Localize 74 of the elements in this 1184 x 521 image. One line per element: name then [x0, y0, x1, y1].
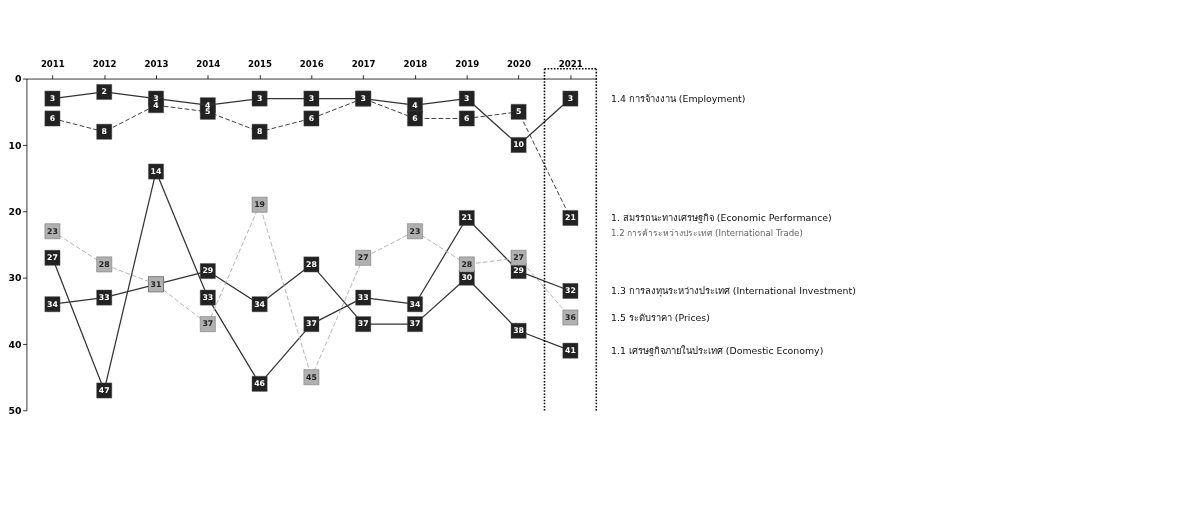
- data-label: 3: [567, 93, 574, 103]
- data-label: 19: [254, 200, 266, 210]
- y-tick-label: 50: [8, 404, 22, 416]
- data-label: 23: [409, 226, 421, 236]
- data-label: 29: [513, 266, 525, 276]
- data-label: 37: [409, 319, 421, 329]
- data-label: 3: [360, 93, 366, 103]
- data-label: 47: [98, 385, 110, 395]
- data-label: 37: [357, 319, 369, 329]
- data-label: 3: [256, 93, 263, 103]
- y-tick-label: 40: [8, 338, 22, 350]
- data-label: 36: [564, 312, 576, 322]
- text: 1.1 เศรษฐกิจภายในประเทศ (Domestic Economy): [610, 344, 824, 357]
- data-label: 23: [47, 226, 58, 236]
- data-label: 3: [308, 93, 315, 103]
- data-label: 5: [515, 107, 522, 117]
- data-label: 4: [412, 100, 419, 110]
- data-label: 14: [150, 166, 163, 176]
- data-label: 28: [98, 259, 110, 269]
- x-tick-label: 2012: [92, 59, 117, 70]
- data-label: 10: [513, 140, 525, 150]
- y-tick-label: 20: [8, 205, 22, 217]
- x-tick-label: 2017: [351, 59, 376, 70]
- text: 1.3 การลงทุนระหว่างประเทศ (International Investment): [610, 285, 856, 298]
- x-tick-label: 2020: [507, 59, 531, 70]
- data-label: 6: [49, 113, 56, 123]
- data-label: 32: [564, 286, 576, 296]
- x-tick-label: 2019: [455, 59, 480, 70]
- data-label: 33: [202, 292, 214, 302]
- data-label: 3: [49, 93, 56, 103]
- data-label: 34: [47, 299, 59, 309]
- data-label: 27: [47, 253, 58, 263]
- data-label: 6: [412, 113, 418, 123]
- data-label: 6: [308, 113, 315, 123]
- data-label: 6: [464, 113, 470, 123]
- data-label: 34: [409, 299, 421, 309]
- y-tick-label: 30: [8, 272, 22, 284]
- y-tick-label: 10: [8, 139, 22, 151]
- data-label: 37: [305, 319, 317, 329]
- data-label: 46: [254, 379, 266, 389]
- data-label: 33: [357, 292, 369, 302]
- text: 1.4 การจ้างงาน (Employment): [610, 92, 746, 104]
- x-tick-label: 2015: [248, 59, 272, 70]
- data-label: 8: [256, 127, 263, 137]
- data-label: 33: [98, 292, 110, 302]
- x-tick-label: 2013: [144, 59, 169, 70]
- text: 1. สมรรถนะทางเศรษฐกิจ (Economic Performance): [610, 212, 832, 225]
- data-label: 30: [461, 273, 473, 283]
- x-tick-label: 2021: [558, 59, 583, 70]
- data-label: 2: [101, 87, 107, 97]
- text: 1.2 การค้าระหว่างประเทศ (International Trade): [610, 227, 803, 238]
- x-tick-label: 2018: [403, 59, 428, 70]
- data-label: 38: [513, 326, 525, 336]
- data-label: 5: [205, 107, 211, 117]
- data-label: 4: [205, 100, 212, 110]
- data-label: 27: [357, 253, 369, 263]
- data-label: 3: [464, 93, 470, 103]
- text: 1.5 ระดับราคา (Prices): [610, 311, 710, 323]
- data-label: 41: [564, 346, 576, 356]
- x-tick-label: 2016: [299, 59, 324, 70]
- y-tick-label: 0: [14, 73, 22, 85]
- data-label: 21: [564, 213, 576, 223]
- data-label: 28: [461, 259, 473, 269]
- data-label: 8: [101, 127, 107, 137]
- data-label: 29: [202, 266, 214, 276]
- data-label: 45: [305, 372, 317, 382]
- x-tick-label: 2014: [196, 59, 221, 70]
- data-label: 21: [461, 213, 473, 223]
- data-label: 37: [202, 319, 214, 329]
- data-label: 27: [513, 253, 525, 263]
- data-label: 31: [150, 279, 162, 289]
- data-label: 34: [254, 299, 266, 309]
- x-tick-label: 2011: [40, 59, 65, 70]
- data-label: 28: [305, 259, 317, 269]
